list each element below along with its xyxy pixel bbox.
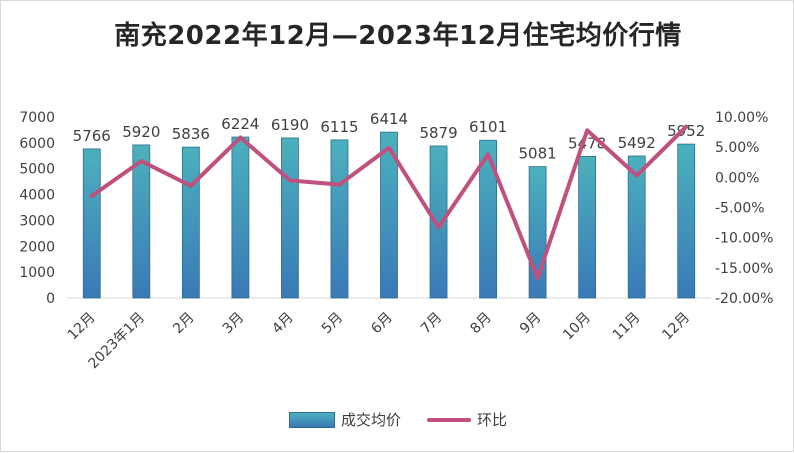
x-axis-tick-label: 3月 xyxy=(220,310,248,338)
left-axis-tick-label: 2000 xyxy=(19,239,55,255)
x-axis-tick-label: 5月 xyxy=(319,310,347,338)
bar xyxy=(132,144,151,299)
x-axis-tick-label: 9月 xyxy=(517,310,545,338)
left-axis-tick-label: 4000 xyxy=(19,188,55,204)
left-axis-tick-label: 0 xyxy=(46,291,55,307)
data-label: 5766 xyxy=(73,127,111,145)
bar xyxy=(380,131,398,299)
bar xyxy=(82,148,101,299)
data-label: 6190 xyxy=(271,116,309,134)
data-label: 6224 xyxy=(221,115,259,133)
x-axis-tick-label: 6月 xyxy=(368,310,396,338)
x-axis-tick-label: 2月 xyxy=(170,310,198,338)
left-axis-tick-label: 1000 xyxy=(19,265,55,281)
data-label: 6115 xyxy=(320,118,358,136)
bar xyxy=(181,146,200,299)
bar xyxy=(578,155,597,299)
data-label: 5492 xyxy=(618,134,656,152)
bar xyxy=(677,143,696,299)
bar xyxy=(627,155,646,299)
right-axis-tick-label: -15.00% xyxy=(715,261,773,277)
right-axis-tick-label: 10.00% xyxy=(715,110,768,126)
left-axis-tick-label: 5000 xyxy=(19,162,55,178)
legend: 成交均价 环比 xyxy=(1,409,794,430)
right-axis-tick-label: -20.00% xyxy=(715,291,773,307)
legend-bar-swatch xyxy=(288,411,335,428)
x-axis-tick-label: 7月 xyxy=(418,310,446,338)
legend-label-bar: 成交均价 xyxy=(340,411,401,429)
bar xyxy=(281,137,299,299)
left-axis-tick-label: 3000 xyxy=(19,213,55,229)
legend-label-line: 环比 xyxy=(477,411,508,429)
right-axis-tick-label: 0.00% xyxy=(715,170,759,186)
x-axis-tick-label: 12月 xyxy=(65,310,99,344)
left-axis-tick-label: 6000 xyxy=(19,136,55,152)
data-label: 6414 xyxy=(370,110,408,128)
data-label: 5920 xyxy=(122,123,160,141)
legend-item-line[interactable]: 环比 xyxy=(427,409,507,430)
x-axis-tick-label: 4月 xyxy=(269,310,297,338)
x-axis-tick-label: 11月 xyxy=(610,310,644,344)
data-label: 5836 xyxy=(172,125,210,143)
x-axis-tick-label: 8月 xyxy=(467,310,495,338)
legend-line-swatch xyxy=(427,417,471,422)
right-axis-tick-label: 5.00% xyxy=(715,140,759,156)
x-axis-tick-label: 12月 xyxy=(659,310,693,344)
right-axis-tick-label: -5.00% xyxy=(715,201,765,217)
left-axis-tick-label: 7000 xyxy=(19,110,55,126)
bar xyxy=(330,139,349,299)
series-line-huanbi xyxy=(89,124,689,281)
bar xyxy=(479,139,497,299)
bar xyxy=(231,136,250,299)
data-label: 5879 xyxy=(419,124,457,142)
data-label: 5081 xyxy=(519,145,557,163)
legend-item-bar[interactable]: 成交均价 xyxy=(288,409,401,430)
right-axis-tick-label: -10.00% xyxy=(715,231,773,247)
x-axis-tick-label: 10月 xyxy=(560,310,594,344)
chart-title: 南充2022年12月—2023年12月住宅均价行情 xyxy=(114,21,682,51)
data-label: 6101 xyxy=(469,118,507,136)
bar xyxy=(429,145,448,299)
